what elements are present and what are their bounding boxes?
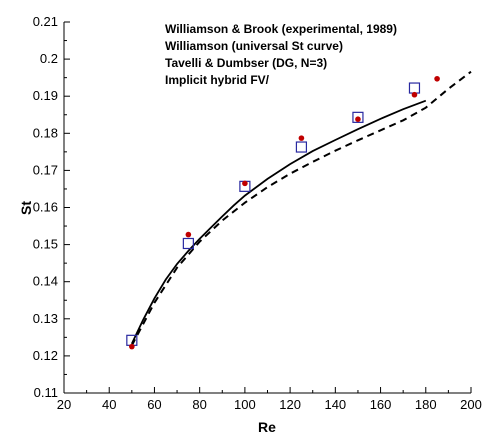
y-tick-label-0.21: 0.21 xyxy=(33,14,58,29)
square-marker-75 xyxy=(182,237,194,250)
legend-entry-2: Williamson (universal St curve) xyxy=(165,39,343,53)
series-dashed-line xyxy=(130,70,472,346)
y-tick-label-0.2: 0.2 xyxy=(40,51,58,66)
dot-marker-100 xyxy=(242,180,248,187)
legend: Williamson & Brook (experimental, 1989) … xyxy=(165,22,397,87)
x-tick-label-160: 160 xyxy=(370,397,392,412)
legend-entry-4: Implicit hybrid FV/ xyxy=(165,73,270,87)
legend-entry-1: Williamson & Brook (experimental, 1989) xyxy=(165,22,397,36)
y-axis-title: St xyxy=(18,201,34,215)
dot-marker-125 xyxy=(298,135,305,141)
y-tick-label-0.14: 0.14 xyxy=(33,274,58,289)
dot-marker-150 xyxy=(355,116,361,123)
dot-marker-175 xyxy=(411,91,418,98)
y-tick-label-0.11: 0.11 xyxy=(34,385,58,400)
square-marker-175 xyxy=(408,82,421,94)
x-axis-title: Re xyxy=(258,419,276,435)
x-tick-label-120: 120 xyxy=(279,397,301,412)
dot-marker-50 xyxy=(129,343,135,350)
x-tick-label-80: 80 xyxy=(192,397,206,412)
series-layer xyxy=(126,70,472,350)
y-tick-label-0.12: 0.12 xyxy=(33,348,58,363)
x-tick-label-140: 140 xyxy=(324,397,346,412)
dot-marker-75 xyxy=(185,231,192,238)
square-marker-125 xyxy=(295,141,308,153)
series-solid-line xyxy=(130,99,427,345)
y-tick-label-0.18: 0.18 xyxy=(33,125,58,140)
y-ticks: 0.11 0.12 0.13 0.14 0.15 0.16 0.17 0.18 0.19 0.2 0… xyxy=(33,14,70,400)
x-tick-label-40: 40 xyxy=(102,397,116,412)
y-tick-label-0.15: 0.15 xyxy=(33,237,58,252)
x-tick-label-100: 100 xyxy=(234,397,256,412)
x-tick-label-20: 20 xyxy=(57,397,71,412)
y-tick-label-0.16: 0.16 xyxy=(33,200,58,215)
square-marker-150 xyxy=(352,111,364,123)
legend-entry-3: Tavelli & Dumbser (DG, N=3) xyxy=(165,56,327,70)
x-tick-label-60: 60 xyxy=(147,397,161,412)
y-tick-label-0.17: 0.17 xyxy=(33,162,58,177)
dot-marker-185 xyxy=(434,75,440,82)
y-tick-label-0.13: 0.13 xyxy=(33,311,58,326)
x-tick-label-200: 200 xyxy=(460,397,482,412)
y-tick-label-0.19: 0.19 xyxy=(33,88,58,103)
x-ticks: 20 40 60 80 100 120 140 160 180 200 xyxy=(57,387,482,412)
x-tick-label-180: 180 xyxy=(415,397,437,412)
